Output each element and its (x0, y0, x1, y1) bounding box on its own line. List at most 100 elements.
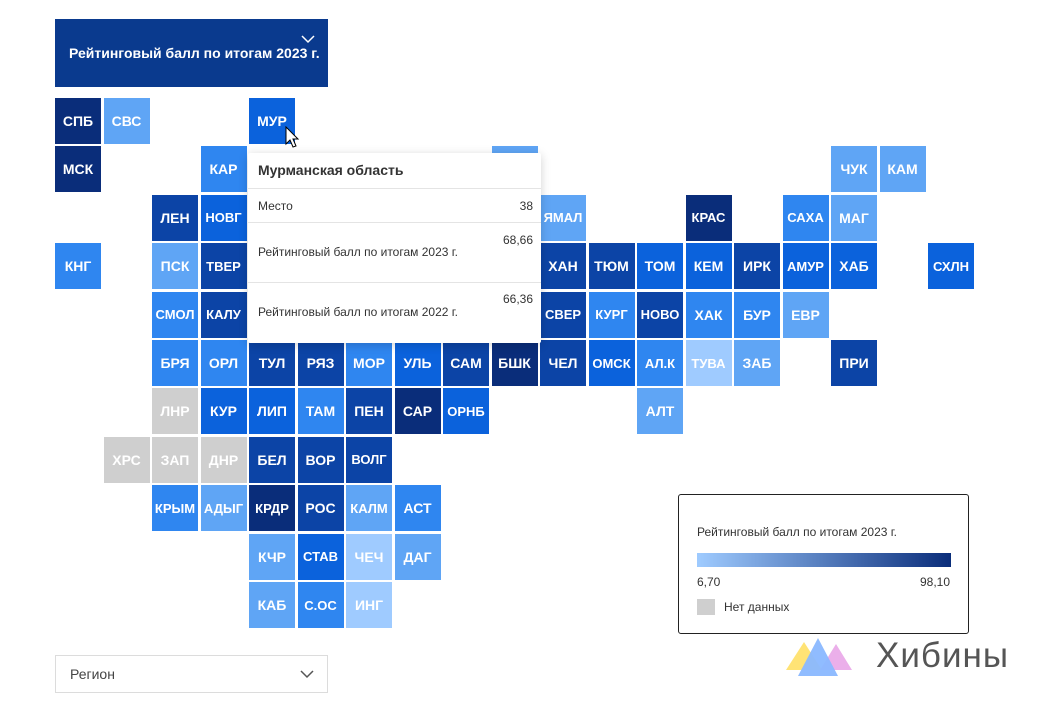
region-tile[interactable]: БУР (734, 291, 780, 338)
region-tile[interactable]: ЕВР (782, 291, 829, 338)
tooltip-row-value: 68,66 (502, 233, 533, 247)
region-tile[interactable]: КРДР (249, 485, 295, 532)
region-tile[interactable]: БРЯ (152, 340, 198, 386)
region-tile[interactable]: АЛТ (637, 388, 683, 435)
region-tile[interactable]: ВОР (297, 436, 344, 483)
region-tile[interactable]: ЛНР (152, 388, 198, 435)
nodata-swatch (697, 599, 715, 615)
region-tile[interactable]: ОМСК (588, 340, 635, 386)
legend-title: Рейтинговый балл по итогам 2023 г. (697, 525, 898, 539)
region-tile[interactable]: ЯМАЛ (540, 194, 586, 241)
legend-gradient (697, 553, 951, 567)
region-tile[interactable]: ЧУК (831, 146, 877, 193)
region-tile[interactable]: КНГ (55, 243, 101, 290)
region-tile[interactable]: КРЫМ (152, 485, 198, 532)
region-tile[interactable]: ДНР (200, 436, 247, 483)
tooltip-row-value: 38 (519, 199, 533, 213)
region-tile[interactable]: СВС (103, 98, 150, 144)
metric-dropdown-label: Рейтинговый балл по итогам 2023 г. (69, 45, 320, 61)
region-tile[interactable]: НОВГ (200, 194, 247, 241)
region-tile[interactable]: КАМ (879, 146, 926, 193)
region-tile[interactable]: СМОЛ (152, 291, 198, 338)
region-tile[interactable]: БШК (491, 340, 538, 386)
region-tile[interactable]: МАГ (831, 194, 877, 241)
region-tile[interactable]: ТУВА (685, 340, 732, 386)
region-tile[interactable]: САМ (443, 340, 489, 386)
region-dropdown-placeholder: Регион (70, 666, 115, 682)
region-tile[interactable]: ВОЛГ (346, 436, 392, 483)
region-tile[interactable]: САР (394, 388, 441, 435)
region-tile[interactable]: С.ОС (297, 582, 344, 628)
tooltip-divider (248, 188, 541, 189)
nodata-label: Нет данных (724, 600, 790, 614)
region-tile[interactable]: КУР (200, 388, 247, 435)
region-tile[interactable]: КАЛУ (200, 291, 247, 338)
tooltip-row-label: Место (258, 199, 293, 213)
tooltip-row-value: 66,36 (502, 292, 533, 306)
region-tile[interactable]: КУРГ (588, 291, 635, 338)
region-tile[interactable]: ТУЛ (249, 340, 295, 386)
region-tooltip: Мурманская область Место 38 Рейтинговый … (248, 153, 541, 343)
region-tile[interactable]: РЯЗ (297, 340, 344, 386)
region-tile[interactable]: САХА (782, 194, 829, 241)
region-tile[interactable]: АЛ.К (637, 340, 683, 386)
region-tile[interactable]: МОР (346, 340, 392, 386)
tooltip-title: Мурманская область (258, 162, 404, 178)
region-tile[interactable]: КАЛМ (346, 485, 392, 532)
region-tile[interactable]: ПРИ (831, 340, 877, 386)
region-tile[interactable]: НОВО (637, 291, 683, 338)
mouse-cursor-icon (285, 126, 300, 148)
region-tile[interactable]: АМУР (782, 243, 829, 290)
color-legend: Рейтинговый балл по итогам 2023 г. 6,70 … (678, 494, 969, 634)
region-tile[interactable]: ТАМ (297, 388, 344, 435)
region-tile[interactable]: ТВЕР (200, 243, 247, 290)
tooltip-divider (248, 222, 541, 223)
region-tile[interactable]: ЧЕЧ (346, 533, 392, 580)
region-tile[interactable]: ХАК (685, 291, 732, 338)
region-tile[interactable]: КАБ (249, 582, 295, 628)
region-tile[interactable]: УЛЬ (394, 340, 441, 386)
region-tile[interactable]: ЛИП (249, 388, 295, 435)
region-tile[interactable]: ОРНБ (443, 388, 489, 435)
region-tile[interactable]: СПБ (55, 98, 101, 144)
region-tile[interactable]: РОС (297, 485, 344, 532)
region-tile[interactable]: ТЮМ (588, 243, 635, 290)
region-tile[interactable]: КАР (200, 146, 247, 193)
region-tile[interactable]: ЧЕЛ (540, 340, 586, 386)
region-tile[interactable]: ИРК (734, 243, 780, 290)
legend-max: 98,10 (919, 575, 950, 589)
region-tile[interactable]: ХАН (540, 243, 586, 290)
region-tile[interactable]: МСК (55, 146, 101, 193)
region-tile[interactable]: ТОМ (637, 243, 683, 290)
region-tile[interactable]: ИНГ (346, 582, 392, 628)
region-tile[interactable]: ЗАП (152, 436, 198, 483)
region-tile[interactable]: ХАБ (831, 243, 877, 290)
region-tile[interactable]: ДАГ (394, 533, 441, 580)
logo-text: Хибины (876, 636, 1009, 675)
region-dropdown[interactable]: Регион (55, 655, 328, 693)
region-tile[interactable]: АСТ (394, 485, 441, 532)
tooltip-divider (248, 282, 541, 283)
region-tile[interactable]: СВЕР (540, 291, 586, 338)
region-tile[interactable]: ЛЕН (152, 194, 198, 241)
region-tile[interactable]: СХЛН (928, 243, 974, 290)
region-tile[interactable]: БЕЛ (249, 436, 295, 483)
region-tile[interactable]: ПСК (152, 243, 198, 290)
region-tile[interactable]: АДЫГ (200, 485, 247, 532)
logo-mark-icon (786, 638, 852, 676)
chevron-down-icon (300, 670, 314, 679)
region-tile[interactable]: СТАВ (297, 533, 344, 580)
region-tile[interactable]: КЕМ (685, 243, 732, 290)
region-tile[interactable]: ЗАБ (734, 340, 780, 386)
metric-dropdown[interactable]: Рейтинговый балл по итогам 2023 г. (55, 19, 328, 87)
legend-min: 6,70 (697, 575, 721, 589)
tooltip-row-label: Рейтинговый балл по итогам 2023 г. (258, 245, 459, 259)
tooltip-row-label: Рейтинговый балл по итогам 2022 г. (258, 305, 459, 319)
region-tile[interactable]: КЧР (249, 533, 295, 580)
region-tile[interactable]: ХРС (103, 436, 150, 483)
region-tile[interactable]: ОРЛ (200, 340, 247, 386)
logo: Хибины (786, 632, 1056, 682)
region-tile[interactable]: ПЕН (346, 388, 392, 435)
region-tile[interactable]: КРАС (685, 194, 732, 241)
